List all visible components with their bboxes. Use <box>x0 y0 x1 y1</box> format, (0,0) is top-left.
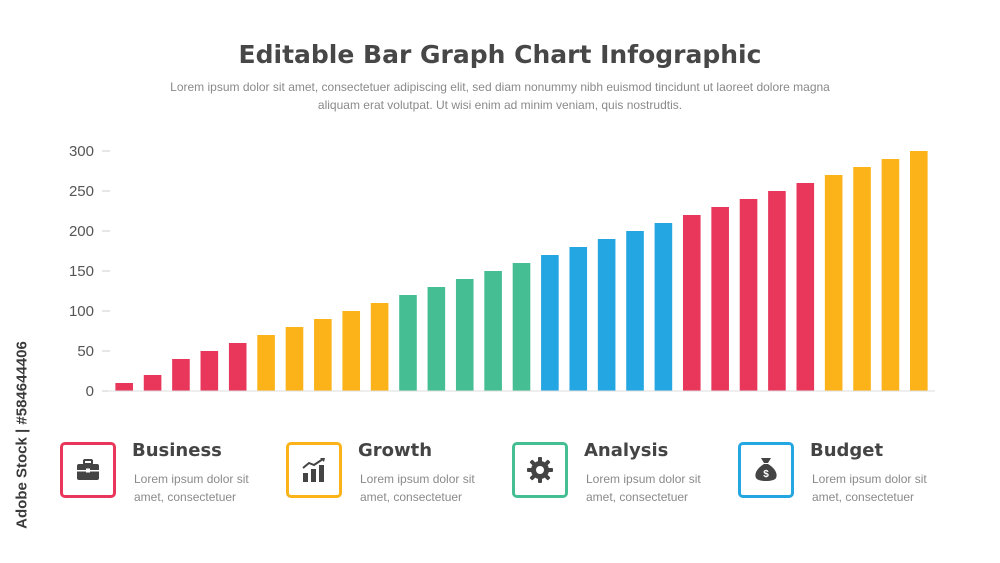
bar-3 <box>172 359 190 391</box>
bar-1 <box>115 383 133 391</box>
card-business: Business Lorem ipsum dolor sit amet, con… <box>60 440 280 504</box>
bar-5 <box>228 343 247 391</box>
card-description: Lorem ipsum dolor sit amet, consectetuer <box>360 472 475 504</box>
category-cards: Business Lorem ipsum dolor sit amet, con… <box>60 440 960 510</box>
y-tick-label: 150 <box>69 263 94 280</box>
y-tick-label: 200 <box>69 223 94 240</box>
bar-11 <box>399 295 417 391</box>
watermark-text: Adobe Stock | #584644406 <box>13 341 31 529</box>
bar-12 <box>427 287 446 391</box>
y-axis-ticks: 0 50 100 150 200 250 300 <box>69 143 110 400</box>
bar-17 <box>569 247 588 391</box>
y-tick-label: 250 <box>69 183 94 200</box>
card-description: Lorem ipsum dolor sit amet, consectetuer <box>586 472 701 504</box>
bar-26 <box>824 175 843 391</box>
y-tick-label: 50 <box>77 343 94 360</box>
bar-24 <box>768 191 786 391</box>
bar-18 <box>597 239 616 391</box>
bar-20 <box>654 223 673 391</box>
y-tick-label: 0 <box>86 383 94 400</box>
svg-text:$: $ <box>763 469 769 480</box>
card-icon-box <box>286 442 342 498</box>
bar-22 <box>711 207 729 391</box>
bar-8 <box>314 319 332 391</box>
card-budget: $ Budget Lorem ipsum dolor sit amet, con… <box>738 440 958 504</box>
card-title: Budget <box>810 440 884 461</box>
bar-chart: 0 50 100 150 200 250 300 <box>69 143 935 400</box>
card-title: Growth <box>358 440 433 461</box>
bar-29 <box>910 151 928 391</box>
card-analysis: Analysis Lorem ipsum dolor sit amet, con… <box>512 440 732 504</box>
bar-27 <box>853 167 871 391</box>
card-icon-box: $ <box>738 442 794 498</box>
card-growth: Growth Lorem ipsum dolor sit amet, conse… <box>286 440 506 504</box>
card-title: Business <box>132 440 222 461</box>
bar-13 <box>455 279 474 391</box>
bar-9 <box>342 311 361 391</box>
briefcase-icon <box>77 459 99 480</box>
card-icon-box <box>512 442 568 498</box>
bar-28 <box>881 159 900 391</box>
bar-25 <box>796 183 815 391</box>
card-title: Analysis <box>584 440 669 461</box>
card-description: Lorem ipsum dolor sit amet, consectetuer <box>812 472 927 504</box>
card-description: Lorem ipsum dolor sit amet, consectetuer <box>134 472 249 504</box>
bar-7 <box>285 327 304 391</box>
bar-6 <box>257 335 275 391</box>
card-icon-box <box>60 442 116 498</box>
bar-14 <box>484 271 502 391</box>
gear-icon <box>527 457 553 483</box>
bar-series <box>115 151 928 391</box>
bar-23 <box>739 199 758 391</box>
bar-10 <box>370 303 389 391</box>
bar-2 <box>143 375 162 391</box>
bar-15 <box>512 263 531 391</box>
y-tick-label: 300 <box>69 143 94 160</box>
growth-chart-icon <box>302 458 325 482</box>
page-title: Editable Bar Graph Chart Infographic <box>238 40 762 69</box>
bar-19 <box>626 231 644 391</box>
page-subtitle: Lorem ipsum dolor sit amet, consectetuer… <box>170 80 830 112</box>
bar-4 <box>200 351 219 391</box>
bar-21 <box>682 215 701 391</box>
watermark: Adobe Stock | #584644406 <box>10 320 34 550</box>
bar-16 <box>541 255 559 391</box>
y-tick-label: 100 <box>69 303 94 320</box>
money-bag-icon: $ <box>755 458 777 481</box>
